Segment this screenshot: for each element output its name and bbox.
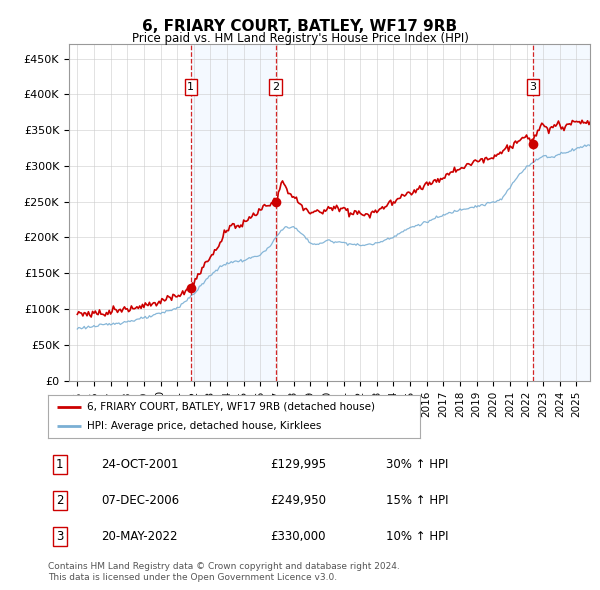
Text: 6, FRIARY COURT, BATLEY, WF17 9RB: 6, FRIARY COURT, BATLEY, WF17 9RB xyxy=(142,19,458,34)
Text: 07-DEC-2006: 07-DEC-2006 xyxy=(101,494,179,507)
Text: 10% ↑ HPI: 10% ↑ HPI xyxy=(386,530,448,543)
Text: 30% ↑ HPI: 30% ↑ HPI xyxy=(386,458,448,471)
Bar xyxy=(191,44,276,381)
Text: £330,000: £330,000 xyxy=(270,530,325,543)
Text: 24-OCT-2001: 24-OCT-2001 xyxy=(101,458,178,471)
Text: 15% ↑ HPI: 15% ↑ HPI xyxy=(386,494,448,507)
Text: 3: 3 xyxy=(56,530,64,543)
Text: Contains HM Land Registry data © Crown copyright and database right 2024.: Contains HM Land Registry data © Crown c… xyxy=(48,562,400,571)
Text: 3: 3 xyxy=(529,82,536,92)
Text: This data is licensed under the Open Government Licence v3.0.: This data is licensed under the Open Gov… xyxy=(48,573,337,582)
Text: 1: 1 xyxy=(56,458,64,471)
Text: 6, FRIARY COURT, BATLEY, WF17 9RB (detached house): 6, FRIARY COURT, BATLEY, WF17 9RB (detac… xyxy=(87,402,375,412)
Text: 1: 1 xyxy=(187,82,194,92)
Text: 20-MAY-2022: 20-MAY-2022 xyxy=(101,530,178,543)
Text: £129,995: £129,995 xyxy=(270,458,326,471)
Bar xyxy=(533,44,590,381)
Text: 2: 2 xyxy=(272,82,280,92)
Text: 2: 2 xyxy=(56,494,64,507)
Text: £249,950: £249,950 xyxy=(270,494,326,507)
Text: HPI: Average price, detached house, Kirklees: HPI: Average price, detached house, Kirk… xyxy=(87,421,322,431)
Text: Price paid vs. HM Land Registry's House Price Index (HPI): Price paid vs. HM Land Registry's House … xyxy=(131,32,469,45)
